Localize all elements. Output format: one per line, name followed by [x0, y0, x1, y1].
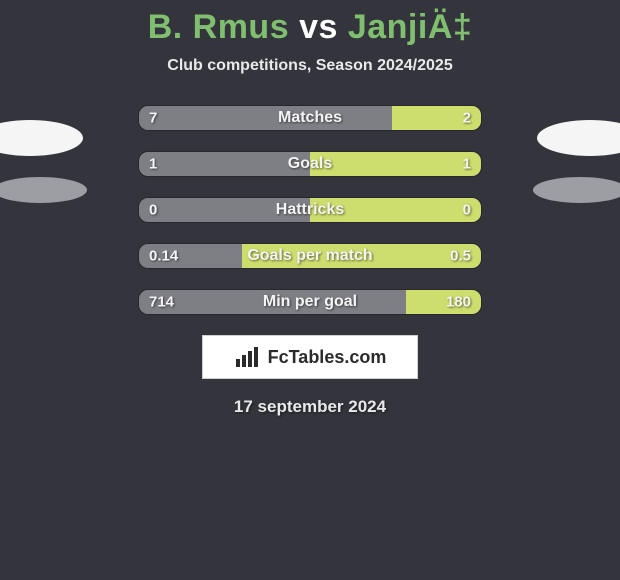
stat-row: 7 2 Matches — [138, 105, 482, 131]
barchart-icon — [234, 345, 262, 369]
stat-row: 0 0 Hattricks — [138, 197, 482, 223]
stat-value-right: 0 — [463, 202, 471, 219]
stat-label: Matches — [278, 109, 342, 127]
stat-value-left: 0.14 — [149, 248, 178, 265]
page-title: B. Rmus vs JanjiÄ‡ — [0, 0, 620, 47]
title-player2: JanjiÄ‡ — [348, 8, 472, 46]
logo-box[interactable]: FcTables.com — [202, 335, 418, 379]
stat-value-right: 180 — [446, 294, 471, 311]
stat-value-left: 0 — [149, 202, 157, 219]
ellipse-right-outer — [537, 120, 620, 156]
ellipse-right-inner — [533, 177, 620, 203]
stat-value-right: 1 — [463, 156, 471, 173]
logo-text: FcTables.com — [268, 347, 387, 368]
stat-label: Goals per match — [247, 247, 372, 265]
stat-area: 7 2 Matches 1 1 Goals 0 0 Hattricks 0.14 0.5 Goals … — [138, 105, 482, 315]
stat-label: Hattricks — [276, 201, 344, 219]
stat-row: 1 1 Goals — [138, 151, 482, 177]
title-vs: vs — [299, 8, 338, 46]
title-player1: B. Rmus — [148, 8, 289, 46]
stat-label: Min per goal — [263, 293, 357, 311]
ellipse-left-inner — [0, 177, 87, 203]
stat-value-right: 2 — [463, 110, 471, 127]
stat-label: Goals — [288, 155, 332, 173]
stat-row: 714 180 Min per goal — [138, 289, 482, 315]
subtitle: Club competitions, Season 2024/2025 — [0, 57, 620, 75]
decor-ellipses-right — [500, 98, 620, 238]
date-line: 17 september 2024 — [0, 397, 620, 417]
stat-value-left: 7 — [149, 110, 157, 127]
stat-value-right: 0.5 — [450, 248, 471, 265]
stat-row: 0.14 0.5 Goals per match — [138, 243, 482, 269]
ellipse-left-outer — [0, 120, 83, 156]
decor-ellipses-left — [0, 98, 120, 238]
stat-value-left: 1 — [149, 156, 157, 173]
stat-value-left: 714 — [149, 294, 174, 311]
